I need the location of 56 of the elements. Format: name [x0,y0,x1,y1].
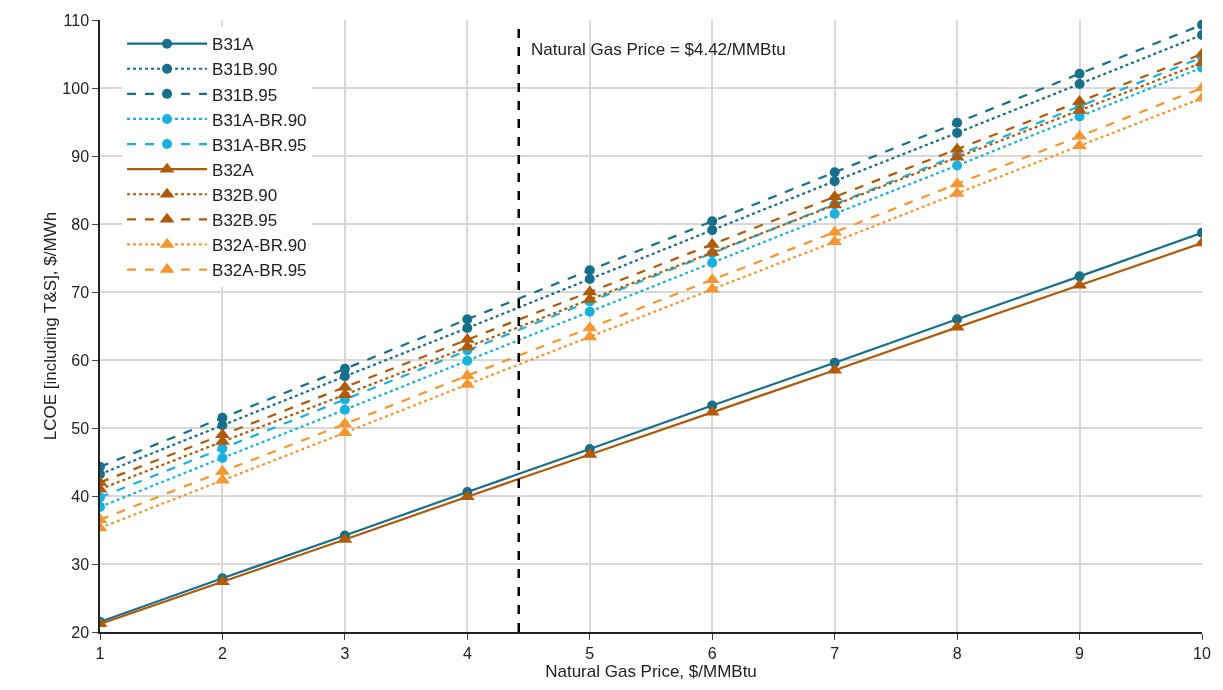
point [584,274,595,285]
point [952,314,963,325]
x-tick-label: 10 [1193,644,1211,662]
ref-line-label: Natural Gas Price = $4.42/MMBtu [531,40,786,59]
point [707,216,718,227]
legend-label: B32B.95 [212,211,278,230]
x-tick-label: 8 [952,644,962,662]
y-tick-label: 70 [71,283,90,301]
point [952,117,963,128]
y-tick-label: 20 [71,623,90,641]
y-tick-label: 60 [71,351,90,369]
point [462,323,473,334]
legend-label: B31A-BR.90 [212,110,307,130]
point [829,167,840,178]
point [462,355,473,366]
legend-label: B32B.90 [212,185,278,205]
x-tick-label: 9 [1075,644,1085,662]
x-tick-label: 2 [217,644,227,662]
y-tick-label: 80 [71,215,90,233]
x-tick-label: 1 [95,644,105,662]
legend-label: B32A [212,160,255,180]
point [952,160,963,171]
point [339,363,350,374]
legend-label: B31B.90 [212,60,278,80]
point [1074,68,1085,79]
x-tick-label: 7 [830,644,840,662]
point [584,306,595,317]
y-tick-label: 100 [62,79,90,97]
point [584,265,595,276]
point [217,412,228,423]
point [707,257,718,268]
legend-label: B32A-BR.95 [212,261,307,281]
point [462,314,473,325]
y-tick-label: 50 [71,419,90,437]
y-axis-title: LCOE [including T&S], $/MWh [40,211,60,441]
y-tick-label: 110 [63,11,90,29]
y-tick-label: 90 [71,147,90,165]
legend-label: B31A-BR.95 [212,135,307,155]
point [1074,78,1085,89]
x-tick-label: 5 [585,644,595,662]
point [829,176,840,187]
legend-label: B31A [212,35,255,55]
y-tick-label: 40 [71,487,90,505]
x-tick-label: 4 [462,644,472,662]
point [339,404,350,415]
x-axis-title: Natural Gas Price, $/MMBtu [545,661,757,681]
legend-label: B32A-BR.90 [212,236,307,256]
point [1074,271,1085,282]
point [217,452,228,463]
point [952,127,963,138]
x-tick-label: 6 [707,644,717,662]
x-tick-label: 3 [340,644,350,662]
legend-label: B31B.95 [212,85,278,105]
y-tick-label: 30 [71,555,90,573]
point [707,225,718,236]
point [829,208,840,219]
